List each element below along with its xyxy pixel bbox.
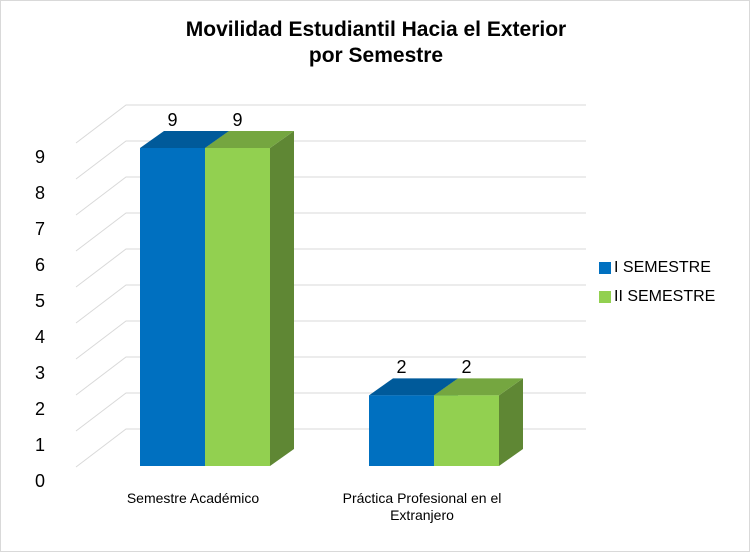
y-tick-label: 6	[35, 255, 45, 275]
grid-line	[75, 140, 586, 180]
grid-line	[75, 212, 586, 252]
bar-top	[140, 131, 229, 148]
grid-line	[75, 176, 586, 216]
data-label: 9	[167, 110, 177, 130]
grid-line	[75, 320, 586, 360]
data-label: 2	[396, 357, 406, 377]
x-tick-label: Práctica Profesional en el Extranjero	[342, 490, 502, 523]
legend-label: I SEMESTRE	[614, 259, 711, 276]
y-tick-label: 3	[35, 363, 45, 383]
y-tick-label: 1	[35, 435, 45, 455]
legend-swatch	[599, 291, 611, 303]
y-tick-label: 5	[35, 291, 45, 311]
bar-side	[270, 131, 294, 466]
y-tick-label: 9	[35, 147, 45, 167]
y-tick-label: 4	[35, 327, 45, 347]
y-tick-label: 0	[35, 471, 45, 491]
data-label: 9	[232, 110, 242, 130]
bar-side	[499, 378, 523, 466]
bar	[369, 395, 434, 466]
bar-top	[205, 131, 294, 148]
bar	[140, 148, 205, 466]
chart-title: Movilidad Estudiantil Hacia el Exterior …	[185, 18, 567, 67]
data-label: 2	[461, 357, 471, 377]
legend-label: II SEMESTRE	[614, 288, 715, 305]
y-tick-label: 7	[35, 219, 45, 239]
grid-line	[75, 248, 586, 288]
bar	[434, 395, 499, 466]
y-tick-label: 2	[35, 399, 45, 419]
y-tick-label: 8	[35, 183, 45, 203]
grid-line	[75, 104, 586, 144]
bar-top	[369, 378, 458, 396]
legend-swatch	[599, 262, 611, 274]
bar-top	[434, 378, 523, 396]
x-tick-label: Semestre Académico	[126, 490, 260, 506]
bar	[205, 148, 270, 466]
grid-line	[75, 356, 586, 396]
grid-line	[75, 284, 586, 324]
